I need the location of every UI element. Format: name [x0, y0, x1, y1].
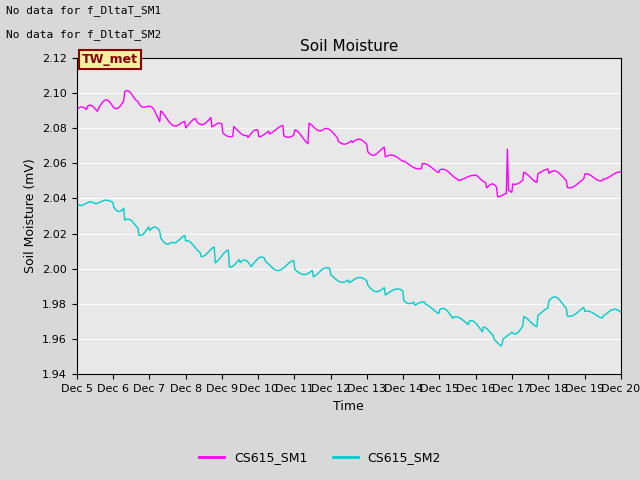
Text: No data for f_DltaT_SM1: No data for f_DltaT_SM1: [6, 5, 162, 16]
Line: CS615_SM1: CS615_SM1: [77, 91, 621, 197]
CS615_SM2: [606, 308, 614, 314]
CS615_SM2: [398, 288, 406, 293]
CS615_SM1: [617, 169, 625, 175]
CS615_SM1: [495, 194, 502, 200]
CS615_SM1: [606, 174, 614, 180]
CS615_SM2: [617, 309, 625, 315]
Title: Soil Moisture: Soil Moisture: [300, 39, 398, 54]
Text: TW_met: TW_met: [83, 53, 138, 66]
CS615_SM2: [102, 197, 110, 203]
Y-axis label: Soil Moisture (mV): Soil Moisture (mV): [24, 158, 36, 274]
CS615_SM2: [73, 201, 81, 207]
CS615_SM1: [398, 158, 406, 164]
X-axis label: Time: Time: [333, 400, 364, 413]
CS615_SM2: [336, 279, 344, 285]
CS615_SM1: [369, 152, 376, 158]
CS615_SM1: [123, 88, 131, 94]
CS615_SM2: [369, 287, 376, 293]
CS615_SM1: [336, 139, 344, 145]
Legend: CS615_SM1, CS615_SM2: CS615_SM1, CS615_SM2: [194, 446, 446, 469]
CS615_SM2: [332, 277, 340, 283]
CS615_SM1: [521, 170, 529, 176]
Line: CS615_SM2: CS615_SM2: [77, 200, 621, 346]
CS615_SM2: [497, 343, 505, 349]
CS615_SM1: [332, 133, 340, 139]
CS615_SM2: [521, 314, 529, 320]
CS615_SM1: [73, 107, 81, 112]
Text: No data for f_DltaT_SM2: No data for f_DltaT_SM2: [6, 29, 162, 40]
